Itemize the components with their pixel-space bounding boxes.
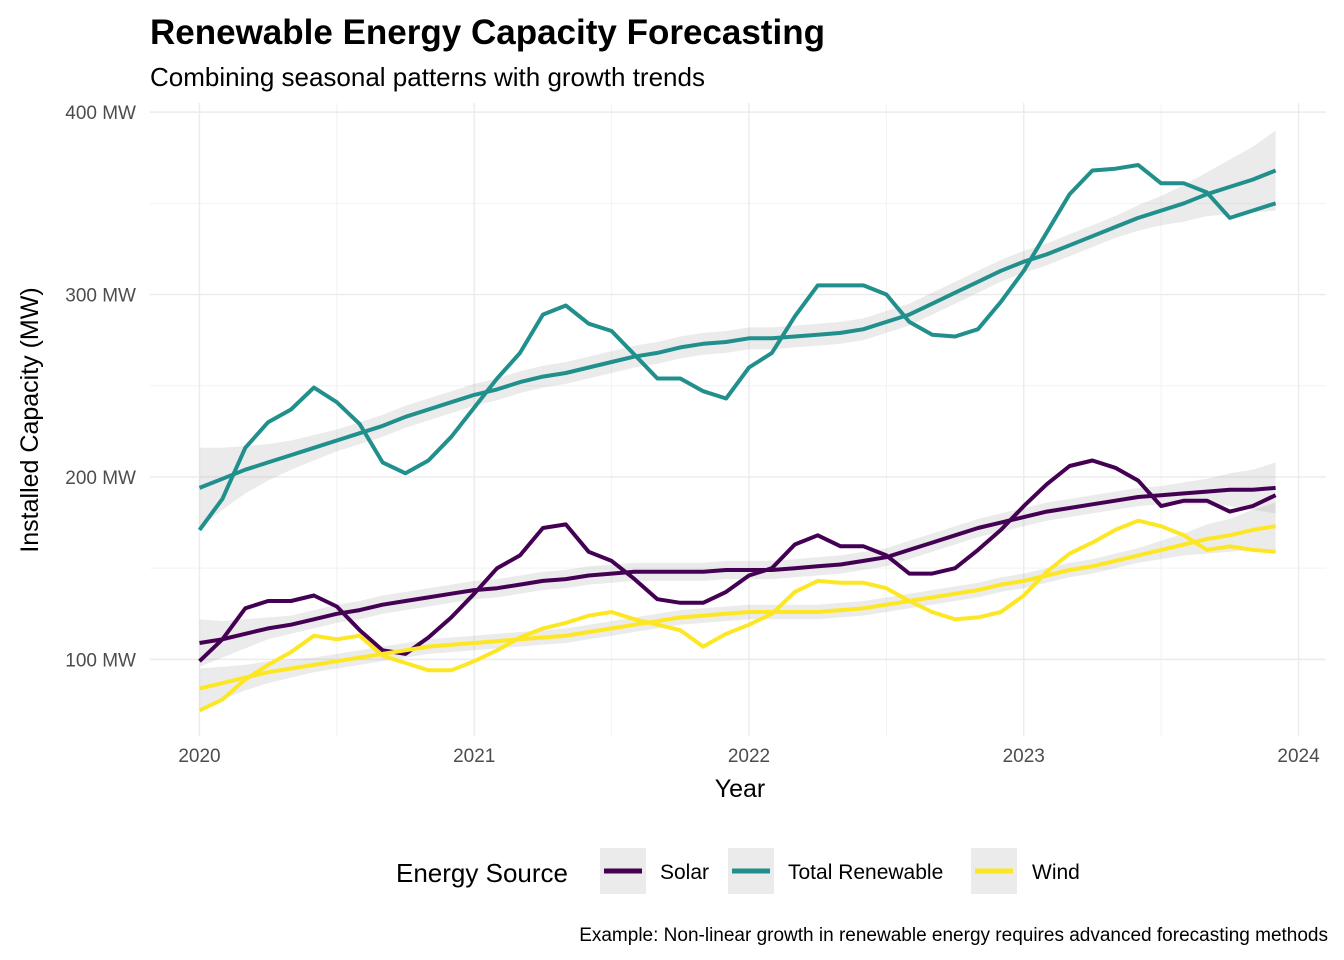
y-axis-title: Installed Capacity (MW) [16, 287, 44, 552]
confidence-bands [199, 130, 1276, 709]
grid-minor [150, 103, 1326, 736]
legend: Energy Source Solar Total Renewable Wind [396, 848, 1080, 894]
legend-item-wind: Wind [971, 848, 1080, 894]
series-lines [197, 163, 1277, 713]
legend-label-total-renewable: Total Renewable [788, 861, 943, 884]
legend-label-wind: Wind [1032, 861, 1080, 884]
trend-line-total-renewable [198, 168, 1277, 490]
x-tick-label: 2022 [728, 746, 770, 767]
band-total-renewable [199, 130, 1276, 528]
chart-subtitle: Combining seasonal patterns with growth … [150, 62, 705, 92]
legend-title: Energy Source [396, 858, 568, 888]
legend-item-total-renewable: Total Renewable [728, 848, 943, 894]
x-tick-label: 2023 [1003, 746, 1045, 767]
x-tick-label: 2024 [1277, 746, 1320, 767]
trend-line-wind [199, 524, 1276, 691]
series-line-total-renewable [197, 163, 1277, 532]
y-tick-label: 200 MW [65, 468, 136, 489]
x-axis-title: Year [715, 775, 766, 803]
y-axis-ticks: 100 MW 200 MW 300 MW 400 MW [65, 103, 136, 671]
x-tick-label: 2020 [178, 746, 220, 767]
x-tick-label: 2021 [453, 746, 495, 767]
legend-item-solar: Solar [600, 848, 709, 894]
chart-title: Renewable Energy Capacity Forecasting [150, 13, 825, 52]
y-tick-label: 400 MW [65, 103, 136, 124]
series-line-wind [198, 518, 1276, 713]
series-line-solar [198, 458, 1277, 663]
trend-line-solar [199, 485, 1276, 645]
x-axis-ticks: 2020 2021 2022 2023 2024 [178, 746, 1320, 767]
chart-caption: Example: Non-linear growth in renewable … [579, 925, 1328, 946]
y-tick-label: 300 MW [65, 286, 136, 307]
grid-major [150, 103, 1326, 736]
legend-label-solar: Solar [660, 861, 709, 884]
y-tick-label: 100 MW [65, 650, 136, 671]
band-solar [199, 462, 1276, 667]
